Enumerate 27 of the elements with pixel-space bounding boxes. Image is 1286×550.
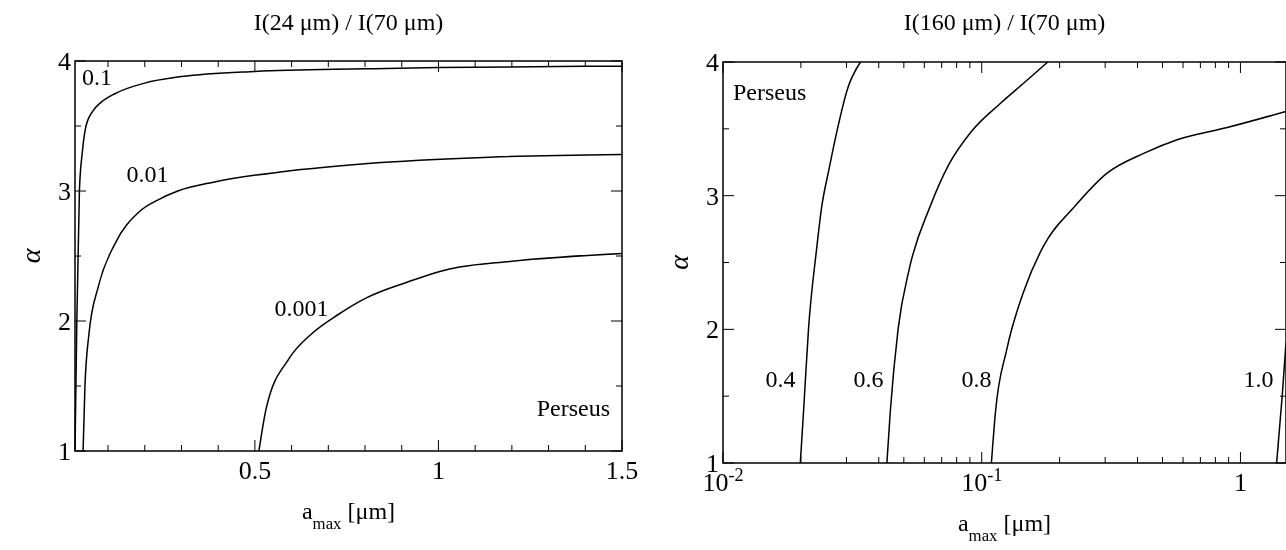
chart-title: I(24 μm) / I(70 μm)	[253, 9, 444, 35]
series-label: 0.001	[274, 295, 329, 321]
x-tick-label: 0.5	[238, 456, 272, 485]
y-tick-label: 1	[58, 437, 71, 466]
y-tick-label: 2	[706, 315, 719, 345]
x-tick-label: 10$^{-1}$	[961, 465, 1003, 497]
series-label: 1.0	[1243, 365, 1274, 392]
series-label: 0.4	[765, 365, 796, 392]
y-axis-title: α	[15, 247, 46, 264]
series-label: 0.6	[853, 365, 884, 392]
x-tick-label: 1.5	[605, 456, 639, 485]
y-tick-label: 4	[706, 48, 719, 77]
annotation: Perseus	[536, 395, 610, 421]
x-axis-title: a$_{max}$ [μm]	[957, 510, 1052, 545]
y-axis-title: α	[663, 253, 694, 270]
series-label: 0.8	[961, 365, 992, 392]
legend-label: 0.1	[82, 63, 112, 90]
x-axis-title: a$_{max}$ [μm]	[301, 498, 396, 533]
x-tick-label: 1	[1233, 468, 1247, 497]
annotation: Perseus	[733, 79, 807, 105]
y-tick-label: 3	[706, 181, 719, 211]
chart-title: I(160 μm) / I(70 μm)	[903, 9, 1106, 35]
y-tick-label: 4	[58, 47, 71, 76]
series-label: 0.01	[126, 161, 169, 188]
y-tick-label: 3	[58, 177, 71, 206]
y-tick-label: 2	[58, 307, 71, 336]
x-tick-label: 1	[431, 456, 445, 485]
